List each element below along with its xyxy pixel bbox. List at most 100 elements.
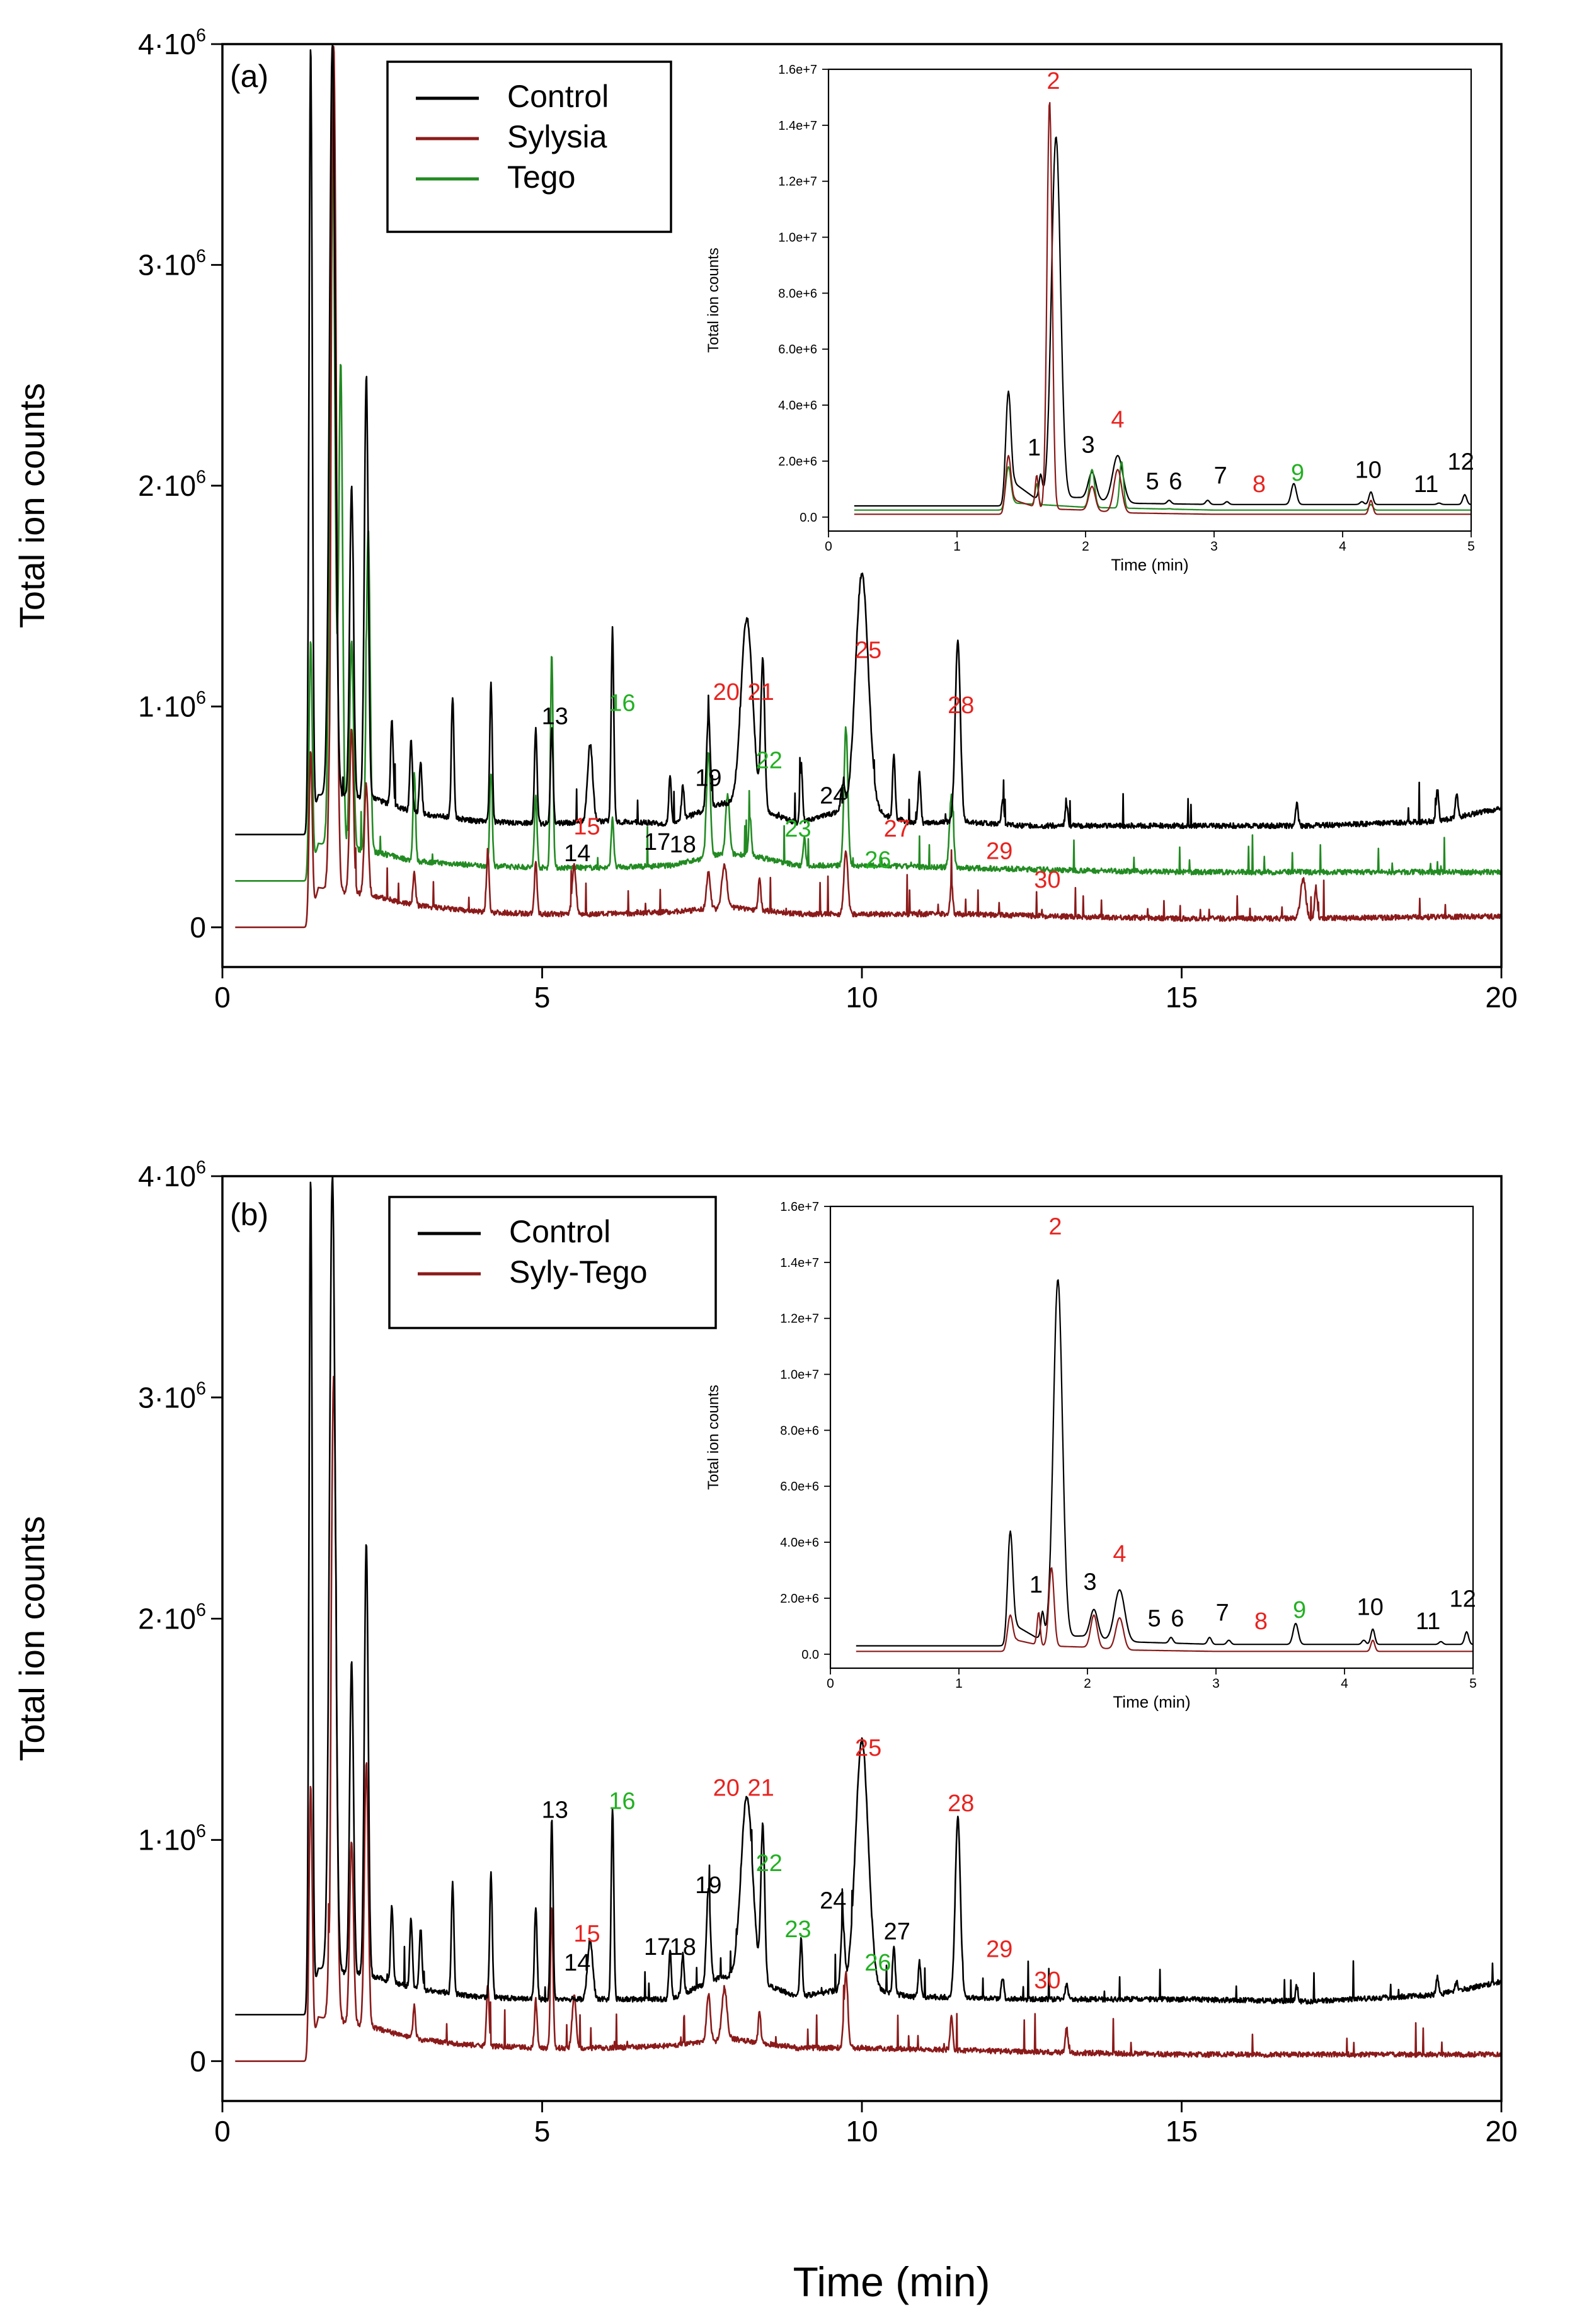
panel-1-peak-label: 18 bbox=[670, 1934, 696, 1961]
inset-background bbox=[830, 1206, 1473, 1668]
panel-0-peak-label: 13 bbox=[542, 703, 568, 730]
panel-1-peak-label: 16 bbox=[609, 1788, 635, 1814]
panel-label: (b) bbox=[230, 1197, 268, 1232]
legend-box bbox=[386, 60, 672, 233]
panel-0-peak-label: 16 bbox=[609, 690, 635, 716]
panel-1-series-syly-tego bbox=[234, 1375, 1501, 2063]
panel-1-peak-label: 28 bbox=[948, 1790, 974, 1817]
inset-1-peak-label: 2 bbox=[1048, 1213, 1062, 1240]
panel-1-peak-label: 13 bbox=[542, 1797, 568, 1823]
inset-1-x-tick-label: 3 bbox=[1212, 1676, 1220, 1691]
inset-0-peak-label: 5 bbox=[1146, 468, 1159, 495]
inset-1-y-tick-label: 6.0e+6 bbox=[780, 1480, 819, 1494]
panel-1-y-tick-label: 3·106 bbox=[138, 1379, 206, 1414]
panel-0-series-group bbox=[234, 44, 1501, 929]
panel-1-peak-label: 17 bbox=[644, 1934, 670, 1961]
inset-0-x-tick-label: 2 bbox=[1082, 539, 1089, 554]
panel-1-series-control bbox=[234, 1176, 1501, 2016]
panel-0-peak-label: 28 bbox=[948, 692, 974, 719]
inset-0-y-tick-label: 4.0e+6 bbox=[778, 399, 817, 413]
inset-0-y-axis-label: Total ion counts bbox=[705, 248, 722, 353]
panel-1-x-tick-label: 15 bbox=[1166, 2115, 1198, 2148]
inset-0-peak-label: 9 bbox=[1291, 460, 1304, 486]
inset-1-y-tick-label: 0.0 bbox=[801, 1648, 819, 1662]
panel-0-peak-label: 23 bbox=[784, 816, 811, 842]
inset-0-series-sylysia bbox=[854, 101, 1471, 515]
legend-entry-label: Tego bbox=[507, 159, 575, 195]
inset-1-y-tick-label: 2.0e+6 bbox=[780, 1592, 819, 1606]
panel-1-peak-label: 23 bbox=[784, 1916, 811, 1943]
inset-1-series-group bbox=[856, 1279, 1473, 1652]
inset-background bbox=[829, 69, 1471, 531]
legend-entry-label: Sylysia bbox=[507, 119, 607, 154]
panel-1-x-tick-label: 5 bbox=[534, 2115, 551, 2148]
inset-0-peak-label: 7 bbox=[1214, 462, 1227, 489]
inset-0-x-tick-label: 4 bbox=[1339, 539, 1346, 554]
inset-0-peak-label: 12 bbox=[1448, 449, 1474, 475]
inset-1-x-axis-label: Time (min) bbox=[1113, 1693, 1190, 1712]
panel-1-y-tick-label: 2·106 bbox=[138, 1600, 206, 1635]
inset-1-peak-label: 12 bbox=[1450, 1586, 1476, 1612]
legend-entry-label: Syly-Tego bbox=[509, 1254, 648, 1290]
inset-1-peak-label: 8 bbox=[1254, 1608, 1268, 1635]
inset-0-peak-label: 2 bbox=[1047, 68, 1060, 94]
panel-1-peak-label: 15 bbox=[573, 1921, 600, 1947]
panel-1-x-tick-label: 10 bbox=[846, 2115, 878, 2148]
inset-1-x-tick-label: 0 bbox=[827, 1676, 834, 1691]
panel-1-y-axis-label: Total ion counts bbox=[12, 1516, 52, 1761]
legend: Control Syly-Tego bbox=[388, 1196, 717, 1329]
panel-0-x-tick-label: 5 bbox=[534, 981, 551, 1014]
inset-1-y-tick-label: 1.4e+7 bbox=[780, 1256, 819, 1270]
inset-0-series-group bbox=[854, 101, 1471, 515]
panel-0-peak-label: 17 bbox=[644, 829, 670, 856]
panel-0-peak-label: 26 bbox=[864, 847, 891, 873]
panel-0-y-tick-label: 0 bbox=[190, 911, 206, 944]
legend-entry-label: Control bbox=[509, 1214, 611, 1249]
panel-0-peak-label: 14 bbox=[564, 840, 590, 867]
panel-0-peak-label: 20 bbox=[713, 679, 740, 706]
panel-0-y-tick-label: 2·106 bbox=[138, 467, 206, 502]
panel-1-peak-label: 14 bbox=[564, 1950, 590, 1976]
inset-0-peak-label: 8 bbox=[1253, 471, 1266, 498]
panel-0-x-tick-label: 15 bbox=[1166, 981, 1198, 1014]
panel-1-y-tick-label: 0 bbox=[190, 2045, 206, 2078]
panel-1-x-tick-label: 0 bbox=[214, 2115, 231, 2148]
panel-1-peak-label: 29 bbox=[986, 1937, 1012, 1963]
panel-1-peak-label: 27 bbox=[884, 1919, 910, 1945]
inset-0-y-tick-label: 1.6e+7 bbox=[778, 63, 817, 77]
inset-0-peak-label: 4 bbox=[1111, 407, 1124, 433]
panel-1-peak-label: 30 bbox=[1034, 1967, 1060, 1994]
inset-0-x-tick-label: 0 bbox=[825, 539, 832, 554]
figure-x-axis-label: Time (min) bbox=[793, 2258, 990, 2305]
panel-0-x-tick-label: 20 bbox=[1485, 981, 1517, 1014]
panel-0-peak-label: 30 bbox=[1034, 867, 1060, 893]
panel-0-series-tego bbox=[234, 134, 1501, 882]
panel-1-peak-label: 26 bbox=[864, 1950, 891, 1976]
inset-1-plot: 0 1 2 3 4 50.02.0e+64.0e+66.0e+68.0e+61.0e+71… bbox=[705, 1200, 1477, 1712]
inset-0-y-tick-label: 2.0e+6 bbox=[778, 455, 817, 469]
panel-0-peak-label: 24 bbox=[820, 783, 846, 810]
inset-0-peak-label: 10 bbox=[1355, 457, 1382, 484]
inset-1-peak-label: 4 bbox=[1113, 1541, 1126, 1567]
panel-0-peak-label: 29 bbox=[986, 838, 1012, 864]
panel-1-peak-label: 24 bbox=[820, 1887, 846, 1914]
panel-0-peak-label: 15 bbox=[573, 814, 600, 840]
panel-1-x-tick-label: 20 bbox=[1485, 2115, 1517, 2148]
panel-1-y-tick-label: 1·106 bbox=[138, 1821, 206, 1857]
panel-0-y-tick-label: 3·106 bbox=[138, 246, 206, 282]
inset-1-peak-label: 10 bbox=[1357, 1594, 1384, 1621]
panel-0-peak-label: 19 bbox=[695, 765, 721, 792]
inset-1-y-tick-label: 1.0e+7 bbox=[780, 1368, 819, 1382]
panel-0-y-tick-label: 1·106 bbox=[138, 688, 206, 723]
panel-0-peak-label: 27 bbox=[884, 816, 910, 842]
panel-0-peak-label: 18 bbox=[670, 832, 696, 858]
inset-1-peak-label: 11 bbox=[1416, 1608, 1440, 1635]
inset-1-y-axis-label: Total ion counts bbox=[705, 1385, 722, 1490]
panel-0-y-axis-label: Total ion counts bbox=[12, 383, 52, 628]
inset-1-peak-label: 5 bbox=[1148, 1605, 1161, 1632]
panel-0-peak-label: 21 bbox=[747, 679, 774, 706]
inset-0-peak-label: 6 bbox=[1169, 468, 1182, 495]
inset-1-y-tick-label: 1.6e+7 bbox=[780, 1200, 819, 1214]
